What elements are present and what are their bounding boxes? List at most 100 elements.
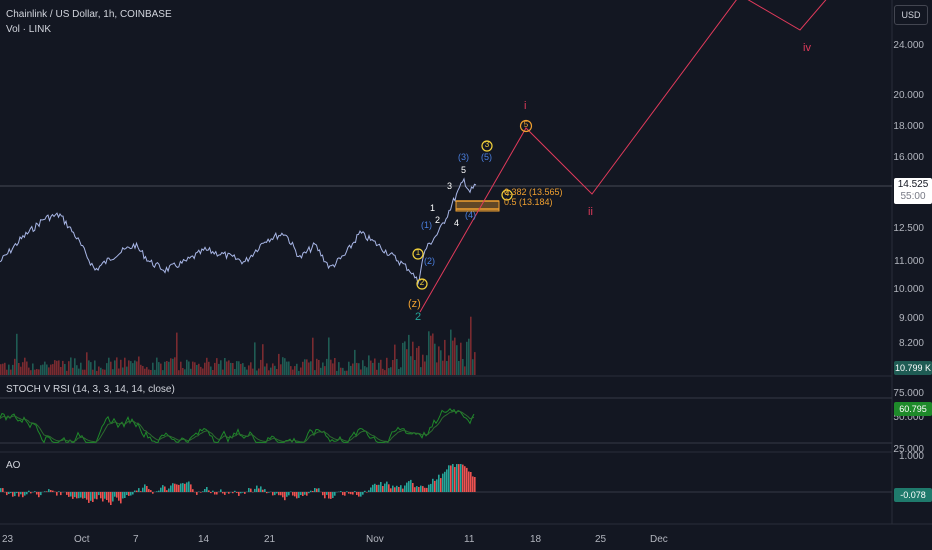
volume-bar (188, 361, 190, 375)
minor-2-label: 2 (435, 215, 441, 225)
ao-bar (232, 492, 234, 494)
volume-bar (198, 363, 200, 375)
volume-bar (226, 361, 228, 375)
volume-bar (366, 367, 368, 375)
wave-2-circle-marker (416, 278, 428, 290)
ao-bar (404, 485, 406, 492)
stoch-tick: 50.000 (893, 412, 924, 423)
volume-bar (164, 361, 166, 375)
ao-bar (286, 492, 288, 497)
volume-bar (422, 354, 424, 375)
volume-bar (122, 367, 124, 375)
ao-bar (454, 467, 456, 492)
ao-bar (434, 480, 436, 492)
volume-bar (424, 361, 426, 375)
ao-bar (76, 492, 78, 499)
wave-iv-label: iv (803, 42, 811, 54)
volume-bar (10, 369, 12, 375)
ao-bar (78, 492, 80, 499)
ao-bar (40, 492, 42, 496)
volume-bar (322, 362, 324, 375)
ao-bar (74, 492, 76, 498)
ao-bar (368, 490, 370, 492)
wave-z-label: (z) (408, 298, 421, 310)
volume-bar (260, 359, 262, 375)
volume-bar (230, 362, 232, 375)
ao-bar (146, 486, 148, 492)
ao-bar (296, 492, 298, 499)
ao-bar (262, 489, 264, 492)
ao-bar (68, 492, 70, 497)
price-tick: 18.000 (893, 121, 924, 132)
ao-bar (414, 487, 416, 492)
ao-bar (418, 487, 420, 492)
volume-bar (128, 360, 130, 375)
ao-bar (176, 484, 178, 492)
volume-bar (444, 339, 446, 375)
fib-5-label: 0.5 (13.184) (504, 197, 553, 207)
volume-bar (116, 357, 118, 375)
volume-bar (252, 368, 254, 375)
volume-bar (214, 362, 216, 375)
symbol-title: Chainlink / US Dollar, 1h, COINBASE (6, 9, 172, 20)
volume-bar (448, 355, 450, 375)
currency-button[interactable]: USD (894, 5, 928, 25)
circle-2-text: 2 (419, 278, 425, 287)
volume-bar (172, 358, 174, 375)
volume-bar (190, 368, 192, 375)
circle-4-text: 4 (504, 189, 510, 198)
ao-bar (446, 469, 448, 492)
volume-bar (326, 358, 328, 375)
volume-bar (436, 362, 438, 375)
ao-bar (306, 492, 308, 496)
ao-bar (58, 491, 60, 492)
price-tick: 10.000 (893, 284, 924, 295)
ao-bar (34, 491, 36, 492)
ao-bar (396, 485, 398, 492)
volume-bar (454, 337, 456, 375)
volume-bar (22, 362, 24, 375)
volume-bar (102, 369, 104, 375)
ao-bar (60, 492, 62, 496)
ao-bar (200, 492, 202, 493)
volume-bar (36, 369, 38, 375)
stoch-rsi-label[interactable]: STOCH V RSI (14, 3, 3, 14, 14, close) (6, 384, 175, 395)
ao-bar (426, 487, 428, 492)
volume-bar (12, 364, 14, 375)
ao-bar (134, 490, 136, 492)
price-tick: 16.000 (893, 152, 924, 163)
volume-bar (170, 358, 172, 375)
ao-bar (222, 492, 224, 494)
volume-bar (72, 367, 74, 375)
ao-bar (410, 479, 412, 492)
ao-bar (36, 492, 38, 495)
volume-bar (368, 355, 370, 375)
wave-2-teal-label: 2 (415, 311, 422, 323)
ao-bar (94, 492, 96, 499)
ao-bar (358, 492, 360, 497)
volume-bar (428, 331, 430, 375)
ao-bar (72, 492, 74, 499)
volume-bar (80, 362, 82, 375)
volume-bar (396, 359, 398, 375)
current-price-tag: 14.525 55:00 (894, 178, 932, 204)
volume-bar (352, 363, 354, 375)
volume-bar (154, 369, 156, 375)
volume-bar (380, 359, 382, 375)
volume-bar (158, 362, 160, 375)
volume-indicator-label[interactable]: Vol · LINK (6, 24, 52, 35)
ao-bar (254, 488, 256, 492)
ao-bar (304, 492, 306, 495)
volume-bar (2, 363, 4, 375)
ao-label[interactable]: AO (6, 460, 21, 471)
ao-bar (120, 492, 122, 504)
volume-bar (376, 369, 378, 375)
ao-tick: 1.000 (898, 451, 924, 462)
ao-bar (402, 488, 404, 492)
ao-bar (140, 491, 142, 492)
ao-bar (238, 492, 240, 496)
paren-1-label: (1) (421, 220, 432, 230)
volume-bar (34, 369, 36, 375)
ao-bar (378, 484, 380, 492)
